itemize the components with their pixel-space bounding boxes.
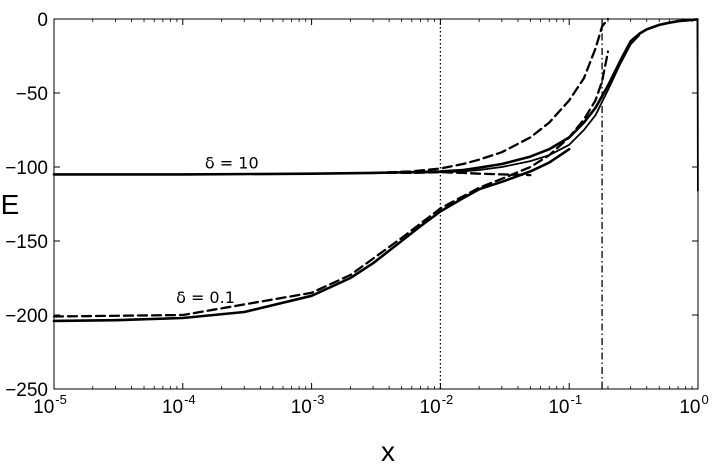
series-line-1 (400, 34, 641, 174)
series-line-5 (371, 17, 610, 175)
y-tick-label-5: −250 (5, 380, 48, 401)
y-tick-label-3: −150 (5, 232, 48, 253)
y-axis-label: E (1, 189, 20, 220)
y-tick-label-0: 0 (37, 10, 48, 31)
y-tick-label-1: −50 (16, 84, 48, 105)
y-tick-label-4: −200 (5, 306, 48, 327)
reference-lines (439, 19, 603, 389)
series-line-2 (52, 147, 571, 323)
annotation-1: δ = 0.1 (176, 288, 235, 307)
series-layer (52, 17, 699, 323)
x-tick-label-5: 100 (679, 392, 708, 418)
annotation-0: δ = 10 (205, 153, 259, 172)
x-tick-label-2: 10-3 (291, 392, 325, 418)
axis-ticks (53, 18, 699, 390)
x-tick-label-3: 10-2 (420, 392, 454, 418)
series-line-4 (371, 171, 532, 177)
x-tick-label-4: 10-1 (548, 392, 582, 418)
series-line-3 (52, 50, 610, 318)
plot-frame (53, 18, 699, 390)
annotations: δ = 10 δ = 0.1 (176, 153, 259, 307)
y-tick-label-2: −100 (5, 158, 48, 179)
x-axis-label: x (381, 436, 395, 467)
x-tick-label-1: 10-4 (162, 392, 196, 418)
plot-area (54, 19, 698, 389)
